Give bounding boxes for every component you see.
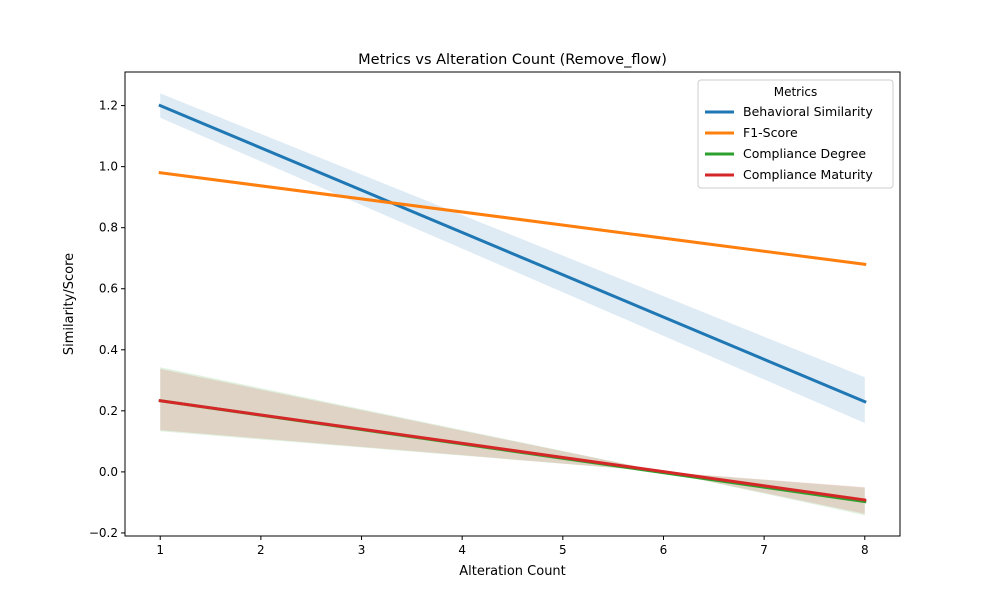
plot-frame: [124, 71, 901, 537]
legend-title: Metrics: [774, 85, 818, 99]
y-axis-label: Similarity/Score: [62, 253, 77, 355]
y-tick-label: 0.0: [99, 465, 118, 479]
y-tick-label: 1.2: [99, 99, 118, 113]
line-compliance-maturity: [158, 399, 867, 502]
y-tick-label: −0.2: [89, 526, 118, 540]
legend-label-f1-score: F1-Score: [743, 125, 798, 140]
x-tick-label: 8: [861, 543, 869, 557]
y-tick-label: 1.0: [99, 160, 118, 174]
band-behavioral-similarity: [160, 93, 865, 424]
y-tick-label: 0.8: [99, 221, 118, 235]
axes: 1 2 3 4 5 6 7 8 −0.2 0.0 0.2 0.4 0.6 0.8 1.0 1.2: [89, 71, 901, 557]
series-lines: [158, 103, 867, 504]
x-tick-label: 6: [660, 543, 668, 557]
legend-label-compliance-degree: Compliance Degree: [743, 146, 866, 161]
y-tick-label: 0.4: [99, 343, 118, 357]
x-tick-label: 5: [559, 543, 567, 557]
band-compliance-degree: [160, 367, 865, 516]
x-tick-label: 4: [458, 543, 466, 557]
x-axis-label: Alteration Count: [459, 564, 566, 579]
line-f1-score: [158, 171, 867, 266]
line-behavioral-similarity: [158, 103, 867, 404]
band-compliance-maturity: [160, 369, 865, 514]
legend-label-compliance-maturity: Compliance Maturity: [743, 167, 873, 182]
x-tick-label: 3: [358, 543, 366, 557]
confidence-bands: [160, 93, 865, 516]
x-tick-label: 7: [760, 543, 768, 557]
x-tick-label: 2: [257, 543, 265, 557]
x-tick-label: 1: [156, 543, 164, 557]
legend-box: [697, 79, 894, 189]
legend: Metrics Behavioral Similarity F1-Score Comp…: [697, 79, 894, 189]
legend-label-behavioral-similarity: Behavioral Similarity: [743, 104, 873, 119]
chart-title: Metrics vs Alteration Count (Remove_flow…: [358, 52, 667, 68]
y-tick-label: 0.2: [99, 404, 118, 418]
y-tick-label: 0.6: [99, 282, 118, 296]
